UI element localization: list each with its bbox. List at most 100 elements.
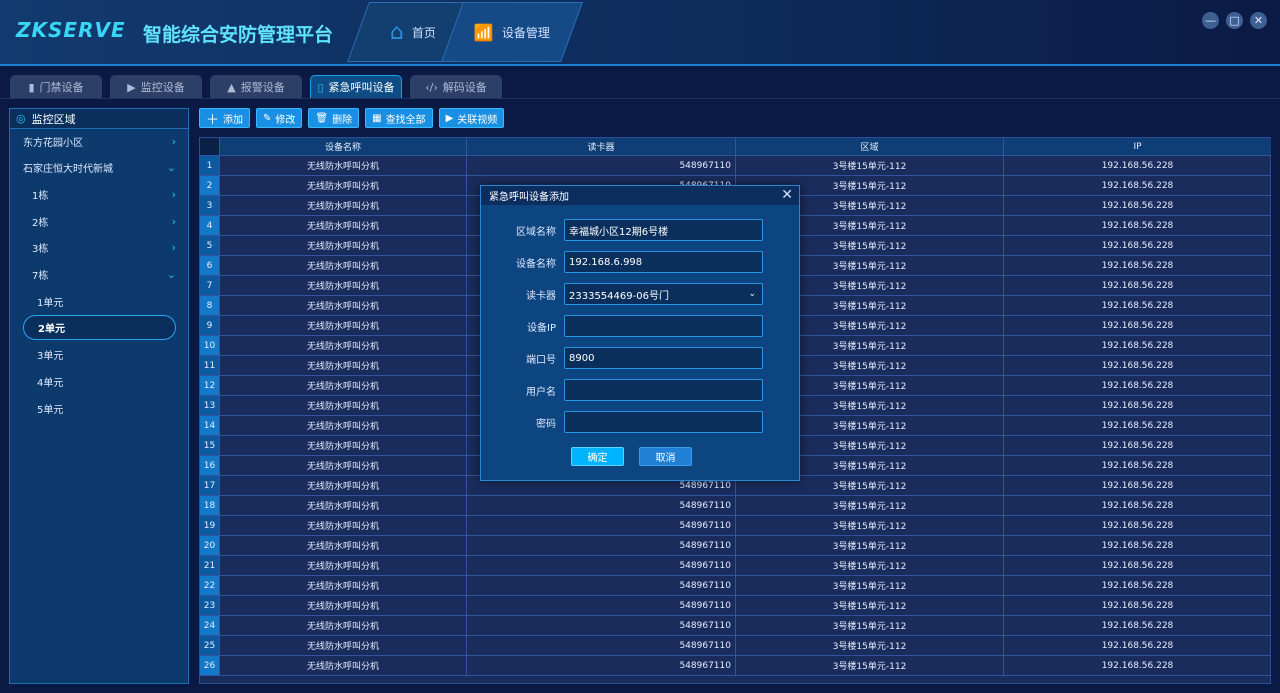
row-index: 4 <box>200 216 220 235</box>
sidebar-item[interactable]: 5单元 <box>10 398 188 418</box>
app-title: 智能综合安防管理平台 <box>143 24 334 46</box>
table-row[interactable]: 24 无线防水呼叫分机 548967110 3号楼15单元-112 192.168.56… <box>200 616 1271 636</box>
card-reader-cell: 548967110 <box>467 516 736 535</box>
form-input[interactable]: 192.168.6.998 <box>564 251 763 273</box>
card-reader-cell: 548967110 <box>467 616 736 635</box>
form-row: 区域名称 幸福城小区12期6号楼 <box>481 219 801 241</box>
area-cell: 3号楼15单元-112 <box>736 536 1004 555</box>
card-reader-cell: 548967110 <box>467 536 736 555</box>
form-row: 端口号 8900 <box>481 347 801 369</box>
logo: ZKSERVE <box>16 18 126 42</box>
delete-button[interactable]: 🗑 删除 <box>308 108 360 128</box>
form-row: 密码 <box>481 411 801 433</box>
link-video-button[interactable]: ▶ 关联视频 <box>438 108 505 128</box>
cancel-button[interactable]: 取消 <box>639 447 692 466</box>
sidebar-item[interactable]: 1单元 <box>10 291 188 311</box>
row-index: 7 <box>200 276 220 295</box>
device-name-cell: 无线防水呼叫分机 <box>220 416 467 435</box>
nav-device-management[interactable]: 📶 设备管理 <box>441 2 583 62</box>
ip-cell: 192.168.56.228 <box>1101 280 1174 291</box>
form-input[interactable] <box>564 315 763 337</box>
sidebar-item[interactable]: 2栋 › <box>10 211 188 231</box>
table-row[interactable]: 1 无线防水呼叫分机 548967110 3号楼15单元-112 192.168.56.… <box>200 156 1271 176</box>
device-name-cell: 无线防水呼叫分机 <box>220 516 467 535</box>
field-label: 设备名称 <box>516 259 556 270</box>
sidebar-item[interactable]: 3单元 <box>10 345 188 365</box>
sidebar-item[interactable]: 1栋 › <box>10 184 188 204</box>
field-label: 区域名称 <box>516 227 556 238</box>
sidebar-item[interactable]: 4单元 <box>10 371 188 391</box>
sidebar-item[interactable]: 2单元 <box>23 314 176 340</box>
sidebar-item-label: 石家庄恒大时代新城 <box>23 164 113 176</box>
form-row: 用户名 <box>481 379 801 401</box>
row-index: 22 <box>200 576 220 595</box>
dialog-header: 紧急呼叫设备添加 ✕ <box>481 186 799 205</box>
device-tabs: ▮ 门禁设备 ▶ 监控设备 ▲ 报警设备 ▯ 紧急呼叫设备 ‹/› 解码设备 <box>10 75 502 99</box>
row-index: 5 <box>200 236 220 255</box>
device-name-cell: 无线防水呼叫分机 <box>220 356 467 375</box>
area-cell: 3号楼15单元-112 <box>736 376 1004 395</box>
table-row[interactable]: 17 无线防水呼叫分机 548967110 3号楼15单元-112 192.168.56… <box>200 476 1271 496</box>
minimize-button[interactable]: — <box>1202 12 1219 29</box>
chevron-right-icon: › <box>171 134 176 148</box>
device-name-cell: 无线防水呼叫分机 <box>220 316 467 335</box>
form-input[interactable] <box>564 379 763 401</box>
table-row[interactable]: 25 无线防水呼叫分机 548967110 3号楼15单元-112 192.168.56… <box>200 636 1271 656</box>
device-name-cell: 无线防水呼叫分机 <box>220 216 467 235</box>
area-cell: 3号楼15单元-112 <box>736 436 1004 455</box>
area-cell: 3号楼15单元-112 <box>736 476 1004 495</box>
sidebar-item[interactable]: 东方花园小区 › <box>10 131 188 151</box>
device-name-cell: 无线防水呼叫分机 <box>220 276 467 295</box>
form-row: 设备名称 192.168.6.998 <box>481 251 801 273</box>
device-name-cell: 无线防水呼叫分机 <box>220 616 467 635</box>
field-value: 2333554469-06号门 <box>569 290 669 302</box>
table-row[interactable]: 26 无线防水呼叫分机 548967110 3号楼15单元-112 192.168.56… <box>200 656 1271 676</box>
field-value: 幸福城小区12期6号楼 <box>569 226 669 238</box>
divider <box>0 98 1280 99</box>
header-device-name: 设备名称 <box>220 138 467 155</box>
row-index: 14 <box>200 416 220 435</box>
form-input[interactable]: 8900 <box>564 347 763 369</box>
sidebar-item[interactable]: 石家庄恒大时代新城 ⌄ <box>10 158 188 178</box>
grid-icon: ▦ <box>372 112 382 124</box>
card-reader-cell: 548967110 <box>467 476 736 495</box>
area-cell: 3号楼15单元-112 <box>736 356 1004 375</box>
table-row[interactable]: 22 无线防水呼叫分机 548967110 3号楼15单元-112 192.168.56… <box>200 576 1271 596</box>
tab-access-control[interactable]: ▮ 门禁设备 <box>10 75 102 99</box>
row-index: 19 <box>200 516 220 535</box>
close-window-button[interactable]: ✕ <box>1250 12 1267 29</box>
ip-cell: 192.168.56.228 <box>1101 380 1174 391</box>
area-cell: 3号楼15单元-112 <box>736 336 1004 355</box>
form-input[interactable] <box>564 411 763 433</box>
table-header: 设备名称 读卡器 区域 IP <box>200 138 1271 156</box>
sidebar-item-label: 2单元 <box>38 323 65 335</box>
form-input[interactable]: 幸福城小区12期6号楼 <box>564 219 763 241</box>
tab-alarm[interactable]: ▲ 报警设备 <box>210 75 302 99</box>
tab-decoder[interactable]: ‹/› 解码设备 <box>410 75 502 99</box>
intercom-icon: ▯ <box>317 80 324 94</box>
tab-emergency-call[interactable]: ▯ 紧急呼叫设备 <box>310 75 402 99</box>
table-row[interactable]: 21 无线防水呼叫分机 548967110 3号楼15单元-112 192.168.56… <box>200 556 1271 576</box>
confirm-button[interactable]: 确定 <box>571 447 624 466</box>
add-button[interactable]: ＋添加 <box>199 108 251 128</box>
area-cell: 3号楼15单元-112 <box>736 576 1004 595</box>
edit-button[interactable]: ✎ 修改 <box>256 108 303 128</box>
ip-cell: 192.168.56.228 <box>1101 640 1174 651</box>
sidebar-item[interactable]: 7栋 ⌄ <box>10 265 188 285</box>
ip-cell: 192.168.56.228 <box>1101 480 1174 491</box>
close-icon[interactable]: ✕ <box>781 187 793 203</box>
ip-cell: 192.168.56.228 <box>1101 540 1174 551</box>
tab-monitoring[interactable]: ▶ 监控设备 <box>110 75 202 99</box>
area-cell: 3号楼15单元-112 <box>736 276 1004 295</box>
device-name-cell: 无线防水呼叫分机 <box>220 436 467 455</box>
maximize-button[interactable]: □ <box>1226 12 1243 29</box>
table-row[interactable]: 23 无线防水呼叫分机 548967110 3号楼15单元-112 192.168.56… <box>200 596 1271 616</box>
find-all-button[interactable]: ▦ 查找全部 <box>365 108 433 128</box>
row-index: 8 <box>200 296 220 315</box>
table-row[interactable]: 19 无线防水呼叫分机 548967110 3号楼15单元-112 192.168.56… <box>200 516 1271 536</box>
table-row[interactable]: 20 无线防水呼叫分机 548967110 3号楼15单元-112 192.168.56… <box>200 536 1271 556</box>
table-row[interactable]: 18 无线防水呼叫分机 548967110 3号楼15单元-112 192.168.56… <box>200 496 1271 516</box>
sidebar-item-label: 3栋 <box>32 244 49 256</box>
card-reader-select[interactable]: 2333554469-06号门 ⌄ <box>564 283 763 305</box>
sidebar-item[interactable]: 3栋 › <box>10 238 188 258</box>
